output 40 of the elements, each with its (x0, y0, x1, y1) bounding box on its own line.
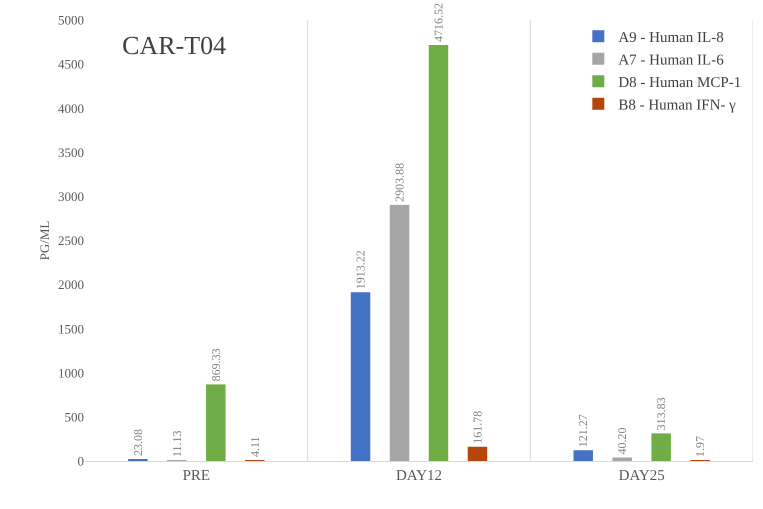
data-label: 869.33 (208, 348, 223, 382)
y-tick-label: 0 (78, 454, 84, 469)
y-tick-label: 3000 (58, 188, 84, 204)
y-tick-label: 500 (64, 409, 84, 424)
y-axis-title: PG/ML (37, 220, 52, 260)
legend-label: A9 - Human IL-8 (618, 30, 724, 46)
chart-title: CAR-T04 (122, 30, 226, 60)
y-tick-label: 1000 (58, 365, 84, 380)
data-label: 11.13 (170, 430, 184, 457)
bar (206, 384, 226, 461)
y-tick-label: 5000 (58, 12, 84, 28)
data-label: 23.08 (130, 428, 145, 456)
y-tick-label: 2000 (58, 277, 84, 292)
data-label: 1.97 (693, 436, 708, 457)
bar (428, 45, 448, 461)
y-tick-label: 4500 (58, 56, 84, 72)
data-label: 313.83 (654, 397, 668, 430)
legend-label: D8 - Human MCP-1 (618, 75, 742, 92)
bar (612, 457, 632, 461)
bar (350, 292, 370, 461)
data-label: 40.20 (615, 427, 630, 454)
bar (651, 433, 671, 461)
data-label: 2903.88 (392, 162, 407, 202)
x-tick-label: PRE (182, 468, 210, 484)
y-tick-label: 4000 (58, 100, 84, 116)
legend-label: B8 - Human IFN- γ (618, 98, 736, 114)
bar (573, 450, 593, 461)
data-label: 161.78 (470, 410, 484, 444)
y-tick-label: 2500 (58, 233, 84, 248)
legend-label: A7 - Human IL-6 (618, 52, 724, 69)
bar (468, 446, 488, 461)
y-tick-label: 1500 (58, 321, 84, 336)
data-label: 4716.52 (431, 3, 446, 42)
y-tick-label: 3500 (58, 144, 84, 160)
data-label: 4.11 (248, 436, 262, 457)
x-tick-label: DAY12 (396, 468, 442, 484)
bar (390, 204, 410, 461)
data-label: 1913.22 (354, 250, 368, 290)
data-label: 121.27 (576, 414, 590, 448)
x-tick-label: DAY25 (618, 468, 665, 484)
